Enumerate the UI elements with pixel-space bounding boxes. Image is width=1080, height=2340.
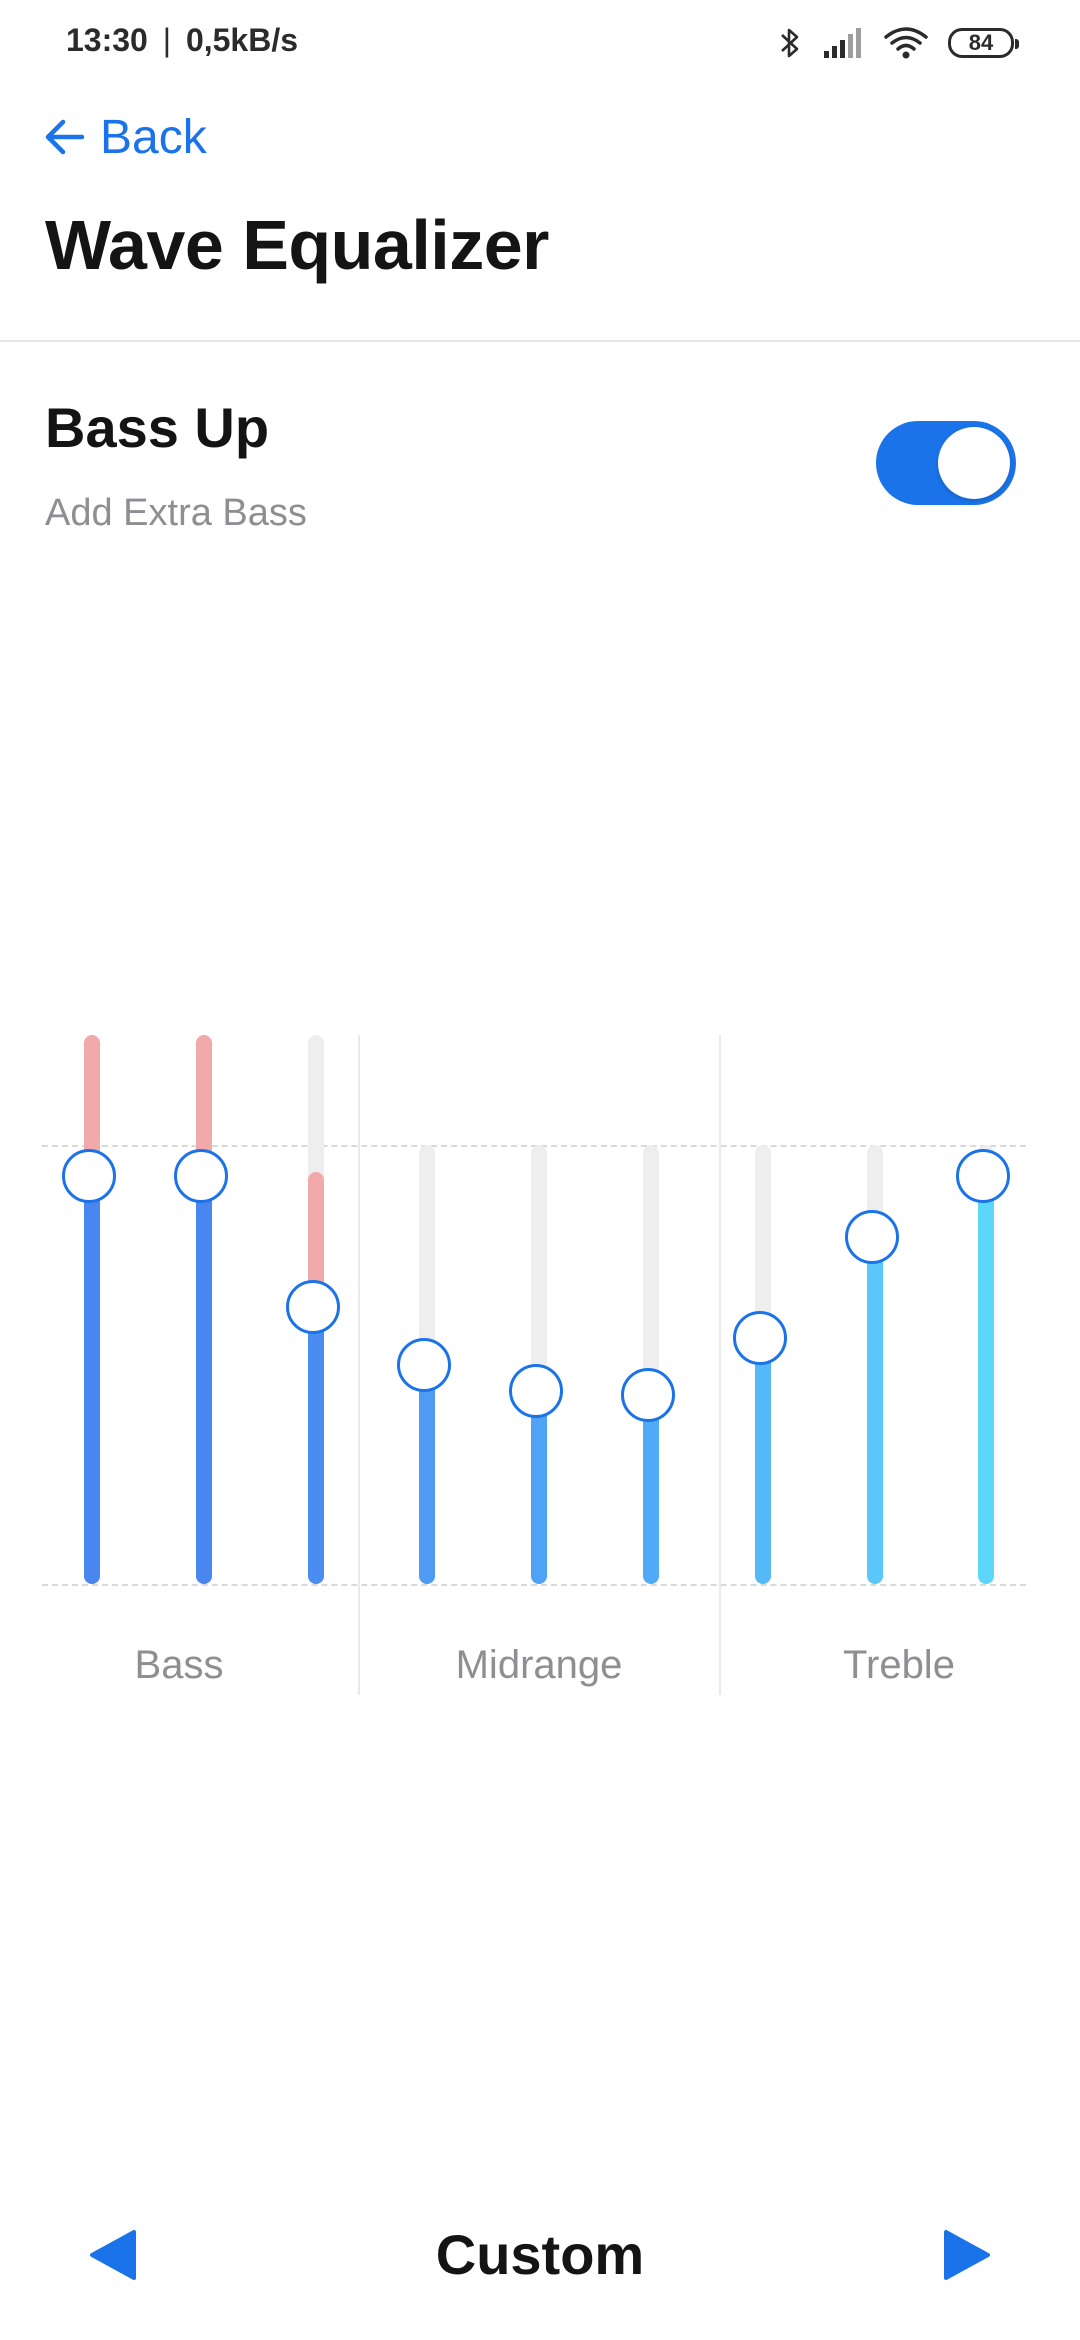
wifi-icon xyxy=(884,27,928,59)
status-left: 13:30 | 0,5kB/s xyxy=(66,22,298,59)
slider-fill xyxy=(867,1237,883,1584)
header-divider xyxy=(0,340,1080,342)
preset-next-button[interactable] xyxy=(940,2228,994,2282)
status-time: 13:30 xyxy=(66,22,148,58)
band-label-treble: Treble xyxy=(843,1643,955,1687)
slider-handle[interactable] xyxy=(845,1210,899,1265)
slider-fill xyxy=(196,1175,212,1584)
slider-handle[interactable] xyxy=(174,1148,228,1203)
triangle-right-icon xyxy=(944,2230,990,2280)
triangle-left-icon xyxy=(90,2230,136,2280)
status-icons: 84 xyxy=(778,20,1019,66)
bass-boost-fill xyxy=(84,1035,100,1176)
network-speed: 0,5kB/s xyxy=(185,22,299,58)
bass-boost-fill xyxy=(308,1172,324,1308)
slider-fill xyxy=(308,1307,324,1584)
group-separator xyxy=(358,1035,360,1695)
bass-up-toggle[interactable] xyxy=(876,421,1016,505)
slider-handle[interactable] xyxy=(62,1148,116,1203)
band-label-midrange: Midrange xyxy=(455,1643,623,1687)
slider-handle[interactable] xyxy=(509,1363,563,1418)
page-title: Wave Equalizer xyxy=(45,206,549,284)
band-label-bass: Bass xyxy=(134,1643,224,1687)
back-button[interactable]: Back xyxy=(42,105,207,169)
status-bar: 13:30 | 0,5kB/s 84 xyxy=(0,0,1080,90)
slider-handle[interactable] xyxy=(733,1311,787,1366)
bass-up-subtitle: Add Extra Bass xyxy=(45,492,307,534)
status-separator: | xyxy=(162,22,172,58)
preset-name: Custom xyxy=(435,2223,645,2286)
back-label: Back xyxy=(100,110,207,164)
bass-boost-fill xyxy=(196,1035,212,1176)
arrow-left-icon xyxy=(45,119,85,155)
battery-level: 84 xyxy=(968,30,994,55)
bluetooth-icon xyxy=(781,28,799,58)
slider-fill xyxy=(643,1395,659,1584)
slider-handle[interactable] xyxy=(956,1148,1010,1203)
group-separator xyxy=(719,1035,721,1695)
slider-handle[interactable] xyxy=(621,1368,675,1423)
slider-fill xyxy=(531,1390,547,1584)
toggle-knob xyxy=(938,427,1010,499)
slider-fill xyxy=(978,1175,994,1584)
bass-up-title: Bass Up xyxy=(45,396,270,459)
slider-handle[interactable] xyxy=(397,1337,451,1392)
eq-min-line xyxy=(42,1584,1026,1586)
slider-fill xyxy=(419,1364,435,1584)
signal-icon xyxy=(824,28,861,58)
battery-icon: 84 xyxy=(948,28,1019,58)
slider-handle[interactable] xyxy=(286,1280,340,1335)
slider-fill xyxy=(755,1338,771,1584)
slider-fill xyxy=(84,1175,100,1584)
preset-prev-button[interactable] xyxy=(86,2228,140,2282)
